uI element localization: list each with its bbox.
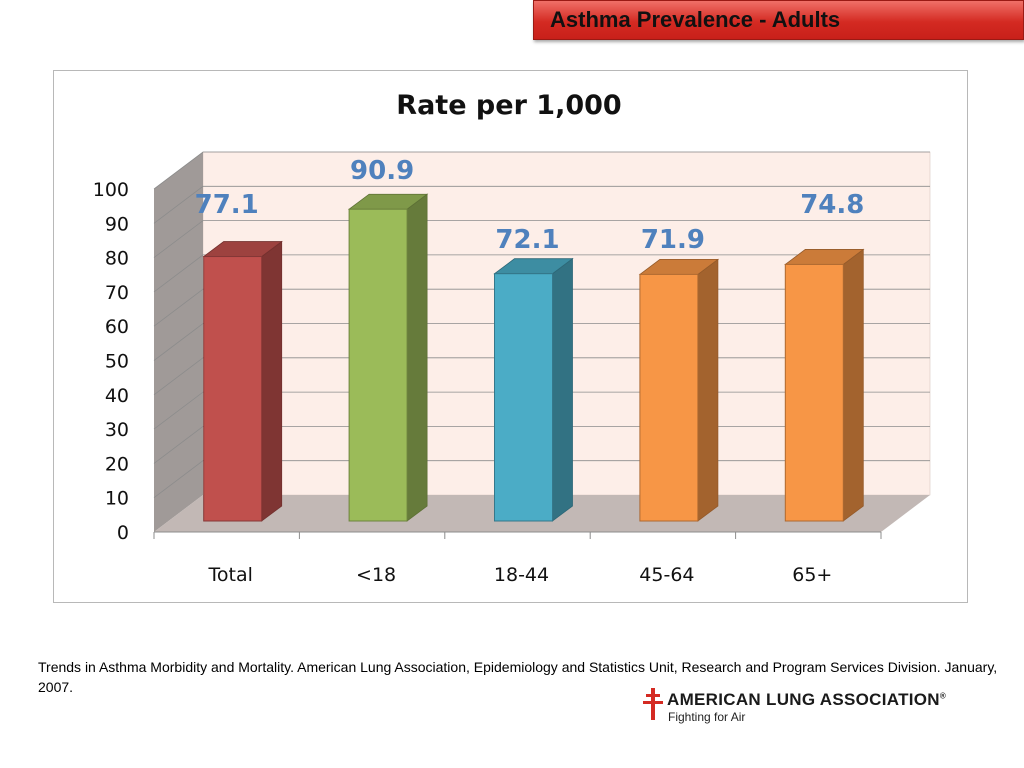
y-tick-label: 80 xyxy=(105,248,129,270)
x-tick-label: 45-64 xyxy=(639,564,694,586)
logo-wordmark: AMERICAN LUNG ASSOCIATION® xyxy=(667,690,947,709)
bar-65+ xyxy=(784,248,865,522)
logo-tagline: Fighting for Air xyxy=(668,710,746,724)
data-label: 72.1 xyxy=(495,225,559,255)
y-tick-label: 50 xyxy=(105,351,129,373)
bar-side xyxy=(842,248,864,522)
y-tick-label: 60 xyxy=(105,316,129,338)
gridline xyxy=(153,220,930,258)
gridline xyxy=(153,185,930,224)
data-label: 77.1 xyxy=(195,190,259,220)
bar-front xyxy=(639,273,699,522)
y-tick-label: 20 xyxy=(105,453,129,475)
x-tick-label: Total xyxy=(208,564,253,586)
title-banner: Asthma Prevalence - Adults xyxy=(533,0,1024,40)
bar-front xyxy=(348,208,408,522)
bar-side xyxy=(552,257,573,522)
y-tick-label: 90 xyxy=(105,213,129,235)
ala-logo: AMERICAN LUNG ASSOCIATION® Fighting for … xyxy=(643,686,983,726)
bar-front xyxy=(494,273,553,522)
chart-bars xyxy=(202,193,865,522)
bar-side xyxy=(697,258,719,522)
gridline xyxy=(153,254,930,293)
x-tick-label: 18-44 xyxy=(494,564,549,586)
bar-side xyxy=(261,240,283,522)
bar-front xyxy=(784,263,844,522)
x-tick-label: 65+ xyxy=(792,564,832,586)
x-axis: Total <18 18-44 45-64 65+ xyxy=(153,531,882,586)
page-title: Asthma Prevalence - Adults xyxy=(550,7,841,32)
chart-title: Rate per 1,000 xyxy=(396,90,621,121)
data-label: 90.9 xyxy=(350,156,414,186)
bar-<18 xyxy=(347,193,429,522)
chart-frame: 0 10 20 30 40 50 60 70 80 90 100 Total <18 18-44 45-6… xyxy=(53,70,968,603)
bar-chart: 0 10 20 30 40 50 60 70 80 90 100 Total <18 18-44 45-6… xyxy=(93,90,931,586)
x-tick-label: <18 xyxy=(356,564,396,586)
bar-Total xyxy=(202,240,283,522)
bar-front xyxy=(203,256,263,522)
y-tick-label: 100 xyxy=(93,179,129,201)
data-label: 74.8 xyxy=(800,190,864,220)
y-tick-label: 0 xyxy=(117,522,129,544)
bar-side xyxy=(406,193,428,522)
lorraine-cross-icon xyxy=(643,688,663,720)
y-axis-ticks: 0 10 20 30 40 50 60 70 80 90 100 xyxy=(93,179,129,544)
bar-45-64 xyxy=(638,258,720,522)
gridline xyxy=(153,151,930,190)
y-tick-label: 40 xyxy=(105,385,129,407)
source-citation: Trends in Asthma Morbidity and Mortality… xyxy=(38,659,998,695)
bar-18-44 xyxy=(493,257,574,522)
y-tick-label: 70 xyxy=(105,282,129,304)
data-labels: 77.1 90.9 72.1 71.9 74.8 xyxy=(195,156,865,255)
y-tick-label: 10 xyxy=(105,488,129,510)
data-label: 71.9 xyxy=(641,225,705,255)
y-tick-label: 30 xyxy=(105,419,129,441)
